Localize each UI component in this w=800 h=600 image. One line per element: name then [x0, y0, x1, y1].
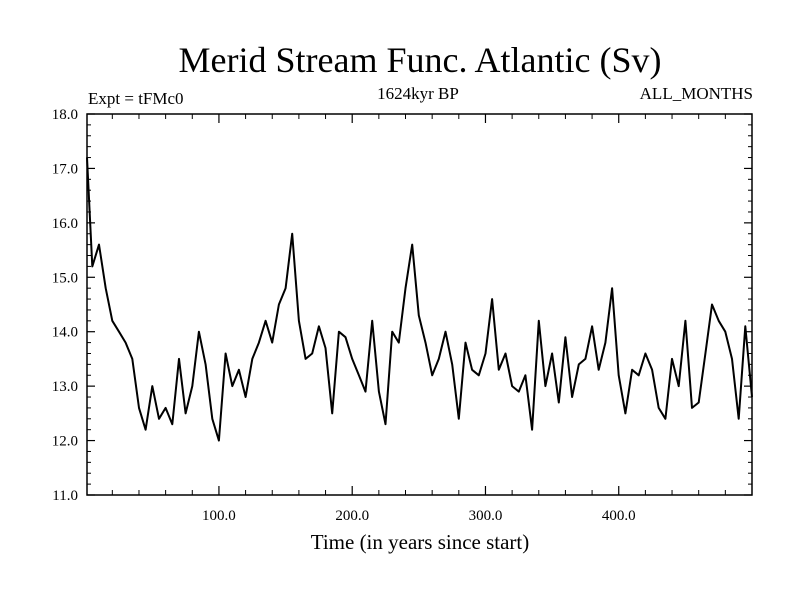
y-tick-label: 13.0 [52, 379, 78, 395]
y-tick-label: 15.0 [52, 270, 78, 286]
x-tick-label: 200.0 [335, 508, 369, 524]
series-line-merid-stream-func [86, 157, 753, 442]
x-axis-label: Time (in years since start) [311, 530, 530, 554]
y-tick-label: 14.0 [52, 325, 78, 341]
y-axis: 11.0 12.0 13.0 14.0 15.0 16.0 17.0 18.0 [52, 107, 752, 504]
experiment-label: Expt = tFMc0 [88, 89, 184, 108]
x-tick-label: 400.0 [602, 508, 636, 524]
chart-title: Merid Stream Func. Atlantic (Sv) [179, 40, 662, 80]
x-tick-label: 100.0 [202, 508, 236, 524]
plot-frame [86, 113, 753, 496]
period-label: 1624kyr BP [377, 84, 459, 103]
x-tick-label: 300.0 [469, 508, 503, 524]
x-axis: 100.0 200.0 300.0 400.0 [111, 114, 726, 524]
months-label: ALL_MONTHS [640, 84, 753, 103]
y-tick-label: 16.0 [52, 216, 78, 232]
y-tick-label: 17.0 [52, 161, 78, 177]
y-tick-label: 12.0 [52, 434, 78, 450]
y-tick-label: 11.0 [52, 488, 78, 504]
y-tick-label: 18.0 [52, 107, 78, 123]
